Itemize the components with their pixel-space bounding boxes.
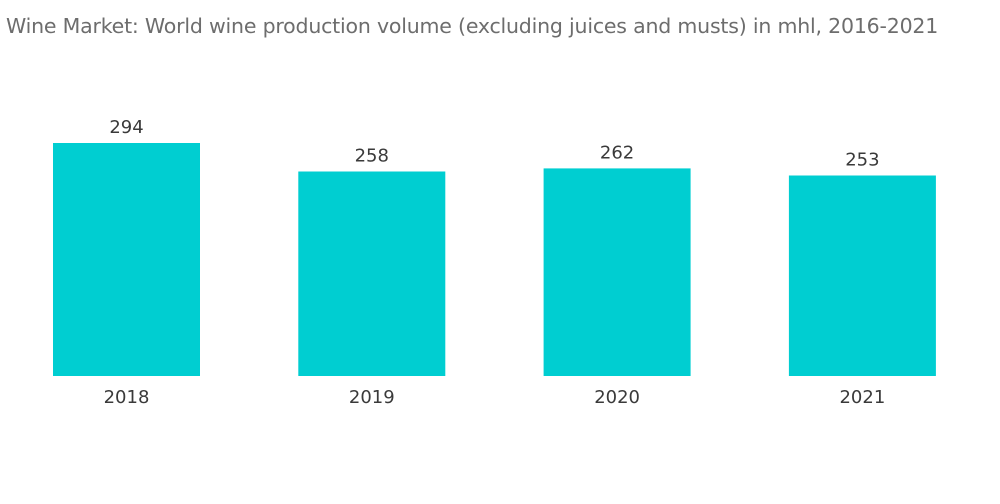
bars-layer [53, 143, 936, 376]
bar-2021 [788, 175, 936, 376]
bar-2019 [298, 171, 446, 376]
x-tick-label-2019: 2019 [349, 387, 395, 408]
data-label-2021: 253 [845, 150, 879, 171]
data-labels-layer: 294 258 262 253 [109, 117, 879, 171]
x-tick-label-2021: 2021 [839, 387, 885, 408]
x-tick-label-2018: 2018 [104, 387, 150, 408]
bar-2018 [53, 143, 200, 376]
chart-title: Wine Market: World wine production volum… [6, 14, 939, 38]
x-axis-tick-labels: 2018 2019 2020 2021 [104, 387, 886, 408]
bar-2020 [543, 168, 691, 376]
data-label-2020: 262 [600, 142, 634, 163]
x-tick-label-2020: 2020 [594, 387, 640, 408]
data-label-2018: 294 [109, 117, 143, 138]
data-label-2019: 258 [355, 146, 389, 167]
